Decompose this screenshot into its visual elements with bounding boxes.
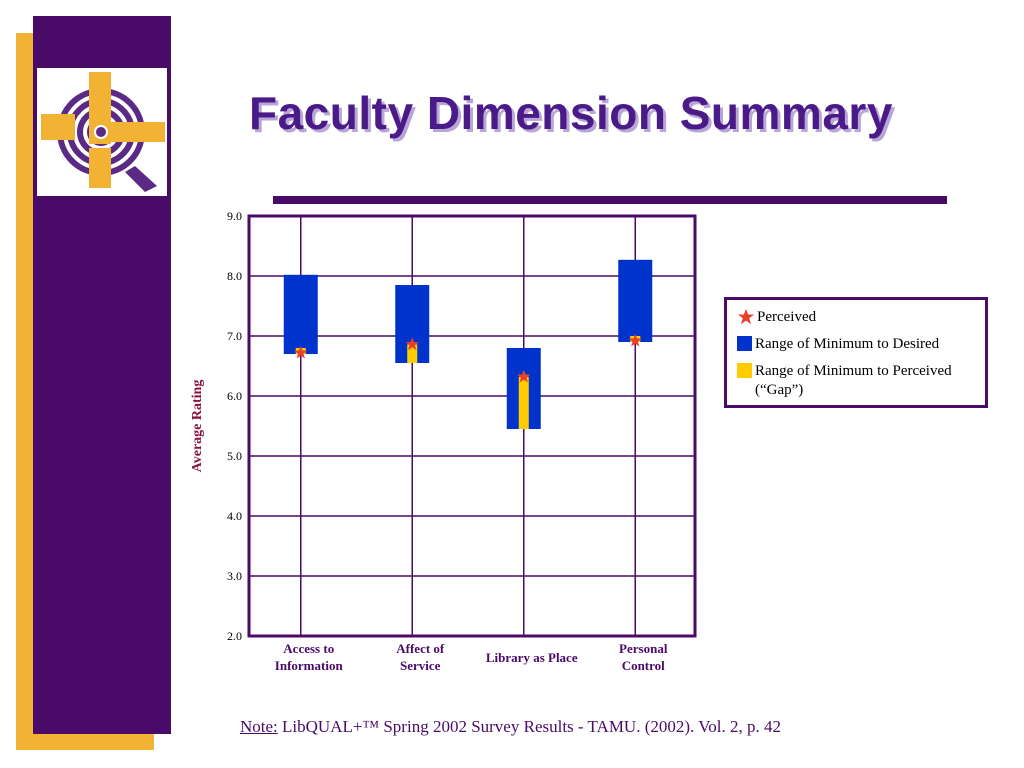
x-tick-label: Information [275,658,344,673]
gap-bar [630,336,641,342]
y-tick-label: 8.0 [227,269,242,283]
star-icon [737,308,755,325]
chart-legend: Perceived Range of Minimum to Desired Ra… [724,297,988,408]
legend-swatch-blue [737,336,752,351]
y-tick-label: 6.0 [227,389,242,403]
x-tick-label: Control [622,658,665,673]
gap-bar [295,348,306,354]
page-title: Faculty Dimension Summary [249,87,893,139]
legend-item-range-perceived: Range of Minimum to Perceived (“Gap”) [737,362,952,400]
y-axis-label: Average Rating [190,380,205,473]
x-tick-label: Affect of [396,641,445,656]
legend-item-range-desired: Range of Minimum to Desired [737,335,939,354]
range-bar [395,285,430,363]
y-tick-label: 9.0 [227,209,242,223]
legend-swatch-yellow [737,363,752,378]
logo [37,68,167,196]
x-tick-label: Service [400,658,441,673]
chart-stars [294,333,642,383]
perceived-star [628,333,642,347]
gap-bar [407,344,418,363]
x-tick-label: Library as Place [486,650,578,665]
gap-bar [518,376,529,429]
note-label: Note: [240,717,278,736]
title-rule [273,196,947,204]
logo-icon [41,72,165,192]
note-text: LibQUAL+™ Spring 2002 Survey Results - T… [277,717,782,736]
y-tick-label: 4.0 [227,509,242,523]
legend-label-range-perceived: Range of Minimum to Perceived (“Gap”) [755,363,952,398]
y-tick-labels: 2.0 3.0 4.0 5.0 6.0 7.0 8.0 9.0 [227,209,242,643]
range-bar [506,348,541,429]
y-tick-label: 7.0 [227,329,242,343]
legend-item-perceived: Perceived [737,308,816,327]
y-tick-label: 3.0 [227,569,242,583]
legend-label-range-desired: Range of Minimum to Desired [755,336,940,352]
plot-frame [247,214,697,638]
legend-label-perceived: Perceived [757,309,817,325]
x-tick-labels: Access to Information Affect of Service Libr… [275,641,668,673]
y-tick-label: 5.0 [227,449,242,463]
x-tick-label: Access to [283,641,334,656]
y-tick-label: 2.0 [227,629,242,643]
source-note: Note: LibQUAL+™ Spring 2002 Survey Resul… [240,717,781,737]
chart-grid [249,215,695,637]
chart-bars [283,259,653,429]
range-bar [618,259,653,342]
range-bar [283,274,318,354]
perceived-star [517,369,531,383]
perceived-star [294,345,308,359]
x-tick-label: Personal [619,641,668,656]
perceived-star [405,337,419,351]
